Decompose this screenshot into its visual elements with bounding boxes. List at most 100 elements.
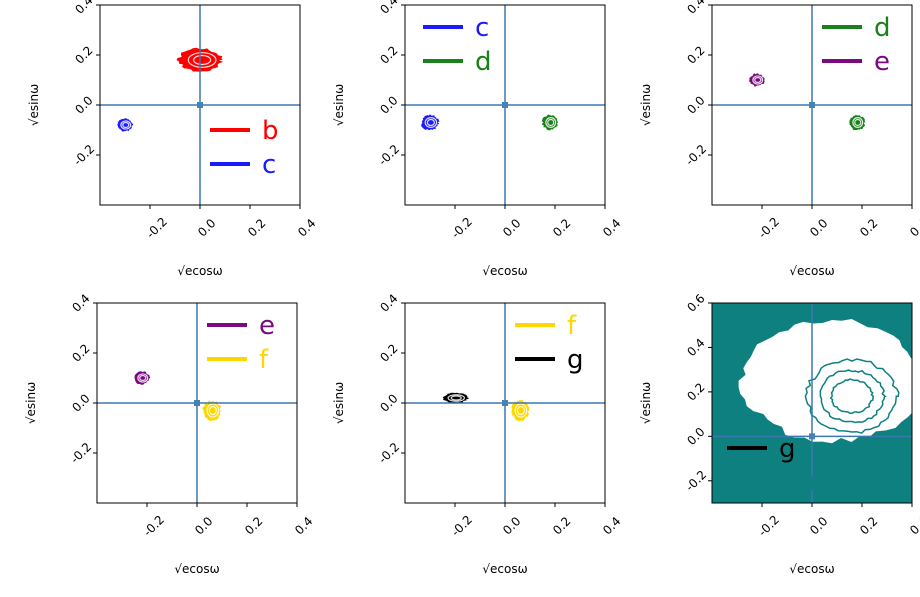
series-h-contour-2	[819, 369, 887, 424]
series-d-contour-1	[545, 117, 557, 128]
x-tick-label: -0.2	[141, 513, 167, 539]
series-c-contour-1	[120, 120, 132, 130]
legend-label-f: f	[259, 345, 269, 375]
y-tick-label: 0.0	[377, 93, 400, 116]
chart-panel-6: -0.2 0.0 0.2 0.4 -0.2 0.0 0.2 0.4 0.6 √ecosω √esin…	[639, 291, 920, 576]
x-tick-label: 0.0	[500, 216, 523, 239]
x-tick-label: 0.0	[195, 216, 218, 239]
x-tick-label: 0.4	[292, 514, 315, 537]
x-tick-label: 0.2	[857, 216, 880, 239]
plot-area	[405, 5, 605, 205]
x-tick-label: 0.4	[295, 216, 318, 239]
chart-panel-5: -0.2 0.0 0.2 0.4 -0.2 0.0 0.2 0.4 √ecosω √esinω fg	[332, 291, 624, 576]
y-axis-label: √esinω	[639, 382, 653, 424]
series-f-contour-2	[208, 405, 217, 416]
x-tick-label: 0.2	[245, 216, 268, 239]
x-axis-label: √ecosω	[177, 264, 222, 278]
plot-area	[405, 303, 605, 503]
legend-label-e: e	[874, 47, 890, 77]
origin-marker	[809, 433, 815, 440]
origin-marker	[502, 102, 508, 108]
chart-panel-2: -0.2 0.0 0.2 0.4 -0.2 0.0 0.2 0.4 √ecosω √esinω cd	[332, 0, 624, 278]
series-d-contour-1	[852, 117, 864, 128]
x-tick-label: 0.2	[857, 514, 880, 537]
chart-panel-4: -0.2 0.0 0.2 0.4 -0.2 0.0 0.2 0.4 √ecosω √esinω ef	[24, 291, 316, 576]
legend-label-b: b	[262, 116, 279, 146]
y-tick-label: 0.2	[684, 43, 707, 66]
chart-panel-1: -0.2 0.0 0.2 0.4 -0.2 0.0 0.2 0.4 √ecosω √esinω bc	[27, 0, 319, 278]
x-axis-label: √ecosω	[789, 562, 834, 576]
chart-panel-3: -0.2 0.0 0.2 0.4 -0.2 0.0 0.2 0.4 √ecosω √esinω de	[639, 0, 920, 278]
y-axis-label: √esinω	[332, 382, 346, 424]
x-axis-label: √ecosω	[174, 562, 219, 576]
y-tick-label: 0.4	[72, 0, 95, 17]
series-e-contour-1	[752, 75, 764, 85]
series-g-contour-1	[447, 394, 465, 402]
series-f-contour-1	[206, 403, 220, 418]
series-f-contour-1	[514, 403, 528, 418]
legend-label-d: d	[475, 47, 492, 77]
series-h-contour-3	[829, 378, 875, 415]
plot-area	[100, 5, 300, 205]
origin-marker	[197, 102, 203, 108]
plot-area	[97, 303, 297, 503]
x-tick-label: 0.2	[242, 514, 265, 537]
legend-label-c: c	[262, 150, 276, 180]
y-tick-label: -0.2	[683, 142, 709, 168]
y-tick-label: -0.2	[68, 440, 94, 466]
origin-marker	[809, 102, 815, 108]
y-tick-label: 0.6	[684, 291, 707, 314]
x-tick-label: 0.2	[550, 514, 573, 537]
y-tick-label: 0.0	[69, 391, 92, 414]
legend-label-g: g	[779, 434, 796, 464]
series-c-contour-2	[122, 121, 130, 129]
y-tick-label: 0.2	[684, 380, 707, 403]
y-tick-label: 0.4	[684, 0, 707, 17]
y-tick-label: -0.2	[683, 468, 709, 494]
y-axis-label: √esinω	[27, 84, 41, 126]
legend-label-(h): (h)	[779, 468, 816, 498]
plot-area	[712, 303, 912, 503]
y-axis-label: √esinω	[639, 84, 653, 126]
x-tick-label: 0.4	[907, 514, 920, 537]
x-tick-label: 0.0	[807, 514, 830, 537]
y-tick-label: 0.4	[377, 0, 400, 17]
legend-label-c: c	[475, 13, 489, 43]
series-e-contour-1	[137, 373, 149, 383]
y-tick-label: 0.4	[377, 291, 400, 314]
x-tick-label: -0.2	[756, 513, 782, 539]
x-tick-label: -0.2	[449, 215, 475, 241]
y-tick-label: 0.2	[72, 43, 95, 66]
y-tick-label: 0.0	[684, 93, 707, 116]
y-tick-label: 0.4	[69, 291, 92, 314]
x-tick-label: 0.0	[192, 514, 215, 537]
y-tick-label: -0.2	[71, 142, 97, 168]
series-c-contour-2	[426, 118, 435, 127]
x-tick-label: -0.2	[756, 215, 782, 241]
x-tick-label: 0.4	[600, 216, 623, 239]
series-c-contour-1	[424, 117, 438, 128]
series-h-contour-1	[804, 358, 900, 434]
y-tick-label: 0.0	[72, 93, 95, 116]
y-tick-label: 0.2	[69, 341, 92, 364]
y-tick-label: 0.0	[377, 391, 400, 414]
y-axis-label: √esinω	[332, 84, 346, 126]
legend-label-g: g	[567, 345, 584, 375]
x-tick-label: -0.2	[144, 215, 170, 241]
legend-label-d: d	[874, 13, 891, 43]
y-tick-label: 0.2	[377, 43, 400, 66]
y-axis-label: √esinω	[24, 382, 38, 424]
x-tick-label: -0.2	[449, 513, 475, 539]
y-tick-label: -0.2	[376, 440, 402, 466]
series-b-contour-1	[187, 52, 217, 68]
origin-marker	[502, 400, 508, 406]
series-d-contour-2	[854, 118, 862, 127]
series-b-contour-2	[193, 54, 212, 66]
x-tick-label: 0.0	[500, 514, 523, 537]
y-tick-label: 0.0	[684, 425, 707, 448]
x-axis-label: √ecosω	[482, 264, 527, 278]
series-g-contour-2	[450, 395, 462, 401]
y-tick-label: 0.2	[377, 341, 400, 364]
series-e-contour-2	[754, 76, 762, 84]
